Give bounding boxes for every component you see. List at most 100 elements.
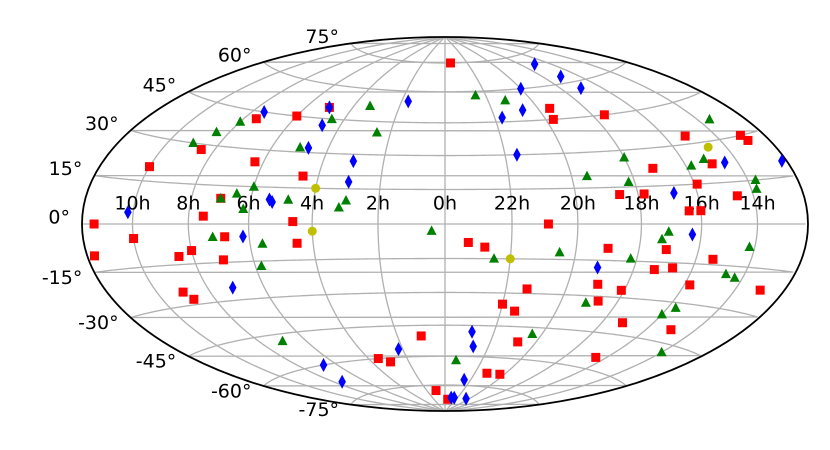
square-marker (684, 206, 694, 216)
diamond-marker (394, 342, 403, 357)
square-marker (543, 219, 553, 229)
diamond-marker (468, 324, 476, 339)
triangle-marker (527, 328, 538, 338)
triangle-marker (235, 116, 246, 126)
square-marker (218, 255, 228, 265)
square-marker (178, 287, 188, 297)
diamond-marker (778, 153, 786, 168)
diamond-marker (228, 280, 237, 295)
y-tick-label: -45° (136, 351, 177, 373)
diamond-marker (577, 81, 585, 96)
square-marker (129, 234, 139, 244)
diamond-marker (670, 186, 678, 201)
square-marker (707, 159, 717, 169)
diamond-marker (556, 69, 565, 84)
triangle-marker (657, 233, 668, 244)
triangle-marker (283, 194, 294, 204)
triangle-marker (207, 231, 218, 241)
triangle-marker (333, 201, 344, 212)
square-marker (373, 354, 383, 364)
square-marker (292, 111, 302, 121)
square-marker (189, 294, 199, 304)
square-marker (292, 238, 302, 248)
y-tick-label: 45° (143, 74, 177, 96)
triangle-marker (231, 188, 242, 198)
square-marker (522, 284, 532, 294)
square-marker (696, 206, 706, 216)
square-marker (661, 245, 671, 255)
square-marker (545, 103, 555, 113)
diamond-marker (319, 357, 328, 372)
triangle-marker (744, 241, 755, 251)
y-tick-label: -30° (78, 312, 119, 334)
y-tick-label: 15° (49, 158, 83, 180)
triangle-marker (256, 260, 267, 271)
square-marker (443, 394, 453, 404)
diamond-marker (462, 391, 470, 406)
triangle-marker (704, 113, 715, 124)
square-marker (288, 217, 298, 227)
triangle-marker (698, 153, 709, 164)
square-marker (495, 369, 505, 379)
square-marker (220, 232, 230, 242)
square-marker (648, 163, 658, 173)
diamond-marker (593, 260, 602, 275)
square-marker (735, 130, 745, 140)
triangle-marker (238, 203, 249, 213)
diamond-marker (265, 192, 274, 207)
square-marker (755, 285, 765, 295)
triangle-marker (581, 170, 592, 181)
square-marker (480, 242, 490, 252)
square-marker (198, 211, 208, 221)
diamond-marker (517, 81, 525, 96)
triangle-marker (663, 226, 674, 236)
triangle-marker (215, 192, 226, 203)
square-marker (692, 179, 702, 189)
square-marker (196, 145, 206, 155)
square-marker (250, 157, 260, 167)
square-marker (498, 299, 508, 309)
triangle-marker (750, 174, 761, 185)
square-marker (510, 306, 520, 316)
triangle-marker (326, 113, 337, 124)
triangle-marker (371, 126, 382, 137)
y-tick-label: 75° (305, 26, 339, 48)
triangle-marker (211, 126, 222, 137)
triangle-marker (365, 100, 376, 110)
circle-marker (703, 142, 713, 152)
diamond-marker (460, 372, 468, 387)
triangle-marker (554, 246, 565, 257)
square-marker (639, 189, 649, 199)
square-marker (90, 251, 100, 261)
circle-marker (505, 254, 515, 264)
x-tick-label: 20h (560, 193, 596, 215)
triangle-marker (656, 346, 667, 357)
triangle-marker (623, 176, 634, 186)
square-marker (298, 171, 308, 181)
square-marker (666, 325, 676, 335)
square-marker (743, 135, 753, 145)
plot-boundary (81, 36, 809, 412)
y-tick-label: 60° (218, 45, 252, 67)
square-marker (548, 114, 558, 124)
triangle-marker (751, 183, 762, 193)
circle-marker (311, 183, 321, 193)
diamond-marker (518, 103, 527, 118)
triangle-marker (257, 238, 268, 248)
diamond-marker (260, 104, 268, 119)
y-tick-label: 0° (48, 207, 70, 229)
diamond-marker (304, 140, 313, 155)
square-marker (89, 219, 99, 229)
y-tick-label: 30° (85, 113, 119, 135)
diamond-marker (498, 110, 506, 125)
square-marker (732, 191, 742, 201)
square-marker (386, 357, 396, 367)
x-tick-label: 8h (176, 193, 200, 215)
triangle-marker (500, 94, 511, 105)
triangle-marker (470, 89, 481, 100)
x-tick-label: 0h (433, 193, 457, 215)
triangle-marker (295, 141, 306, 152)
y-tick-label: -60° (211, 380, 252, 402)
